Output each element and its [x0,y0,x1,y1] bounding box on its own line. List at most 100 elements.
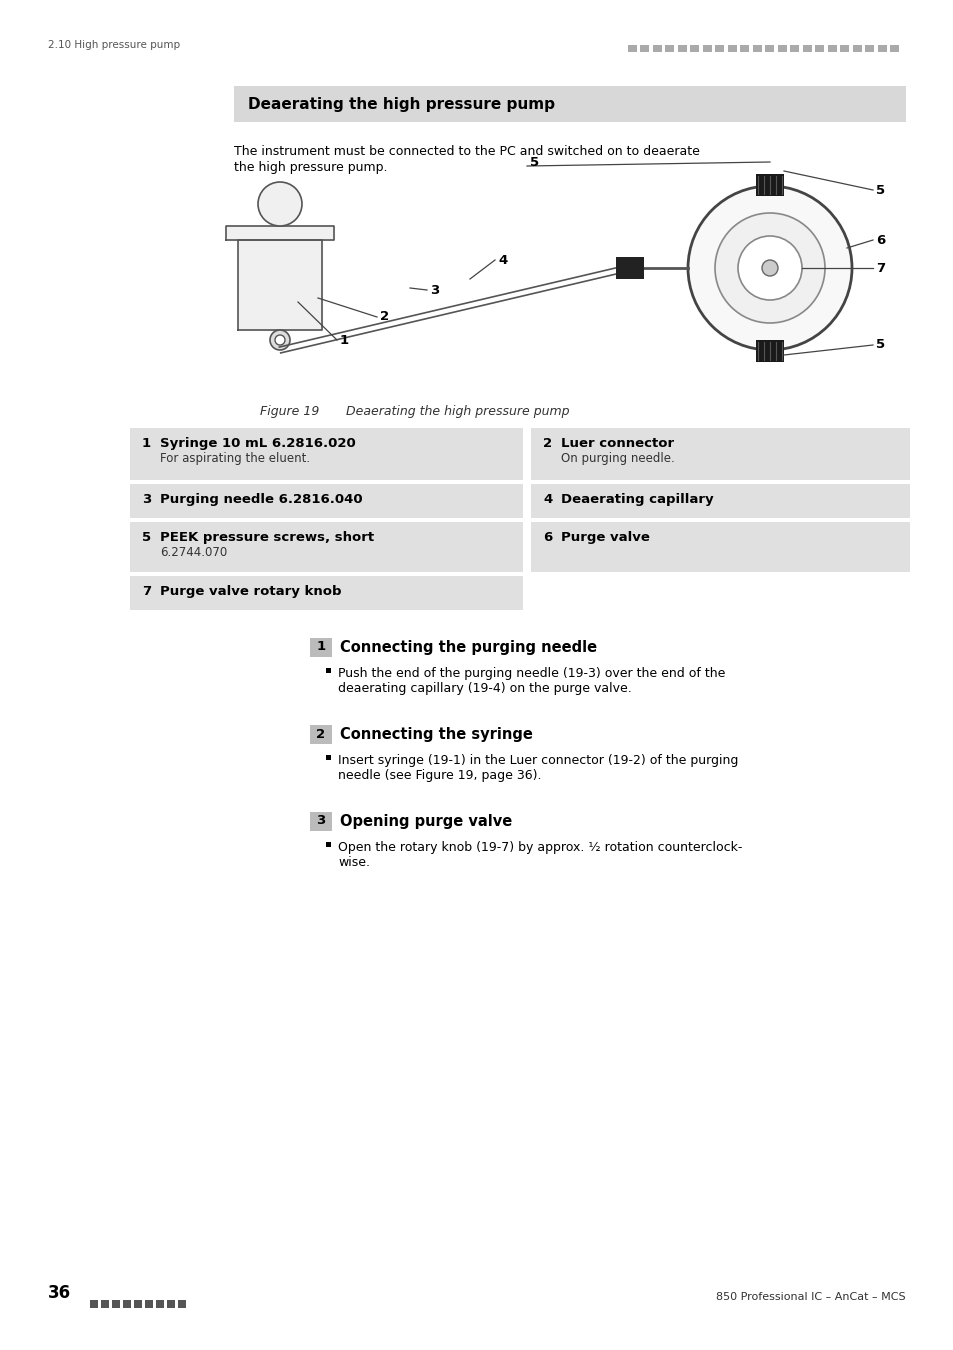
Bar [827,45,836,53]
Text: Purge valve: Purge valve [560,531,649,544]
Bar [652,45,661,53]
Bar [531,522,909,572]
Text: 4: 4 [497,254,507,266]
Bar [130,576,522,610]
Text: 4: 4 [542,493,552,506]
Bar [740,45,749,53]
Bar [852,45,862,53]
Bar [755,340,783,362]
Bar [130,522,522,572]
Bar [101,1300,109,1308]
Text: 3: 3 [142,493,152,506]
Text: 1: 1 [339,333,349,347]
Text: Connecting the purging needle: Connecting the purging needle [339,640,597,655]
Circle shape [687,186,851,350]
Bar [889,45,899,53]
Bar [112,1300,120,1308]
Text: For aspirating the eluent.: For aspirating the eluent. [160,452,310,464]
Text: Deaerating the high pressure pump: Deaerating the high pressure pump [248,96,555,112]
Polygon shape [237,240,322,329]
Bar [627,45,637,53]
Text: 7: 7 [142,585,151,598]
Bar [702,45,711,53]
Bar [877,45,886,53]
Circle shape [738,236,801,300]
Bar [310,725,332,744]
Text: 2.10 High pressure pump: 2.10 High pressure pump [48,40,180,50]
Bar [326,755,331,760]
Polygon shape [226,225,334,240]
Bar [727,45,737,53]
Text: 5: 5 [142,531,151,544]
Text: Insert syringe (19-1) in the Luer connector (19-2) of the purging: Insert syringe (19-1) in the Luer connec… [337,755,738,767]
Bar [145,1300,152,1308]
Bar [130,428,522,481]
Bar [715,45,723,53]
Bar [678,45,686,53]
Text: Connecting the syringe: Connecting the syringe [339,728,533,743]
Bar [864,45,874,53]
Bar [326,668,331,674]
Text: 6: 6 [875,234,884,247]
Text: 850 Professional IC – AnCat – MCS: 850 Professional IC – AnCat – MCS [716,1292,905,1301]
Text: Open the rotary knob (19-7) by approx. ½ rotation counterclock-: Open the rotary knob (19-7) by approx. ½… [337,841,741,855]
Bar [310,639,332,657]
Bar [90,1300,98,1308]
Bar [802,45,811,53]
Text: Purge valve rotary knob: Purge valve rotary knob [160,585,341,598]
Bar [133,1300,142,1308]
Text: 6.2744.070: 6.2744.070 [160,545,227,559]
Text: 2: 2 [316,728,325,741]
Circle shape [714,213,824,323]
Text: 5: 5 [875,339,884,351]
Bar [764,45,774,53]
Bar [815,45,823,53]
Circle shape [270,329,290,350]
Bar [130,485,522,518]
Text: Luer connector: Luer connector [560,437,674,450]
Text: 5: 5 [875,184,884,197]
Text: 3: 3 [316,814,325,828]
Bar [752,45,761,53]
Text: needle (see Figure 19, page 36).: needle (see Figure 19, page 36). [337,769,541,782]
Text: Push the end of the purging needle (19-3) over the end of the: Push the end of the purging needle (19-3… [337,667,724,680]
Bar [840,45,848,53]
Circle shape [257,182,302,225]
Bar [310,811,332,832]
Bar [531,428,909,481]
Bar [778,45,786,53]
Text: The instrument must be connected to the PC and switched on to deaerate: The instrument must be connected to the … [233,144,700,158]
Text: Purging needle 6.2816.040: Purging needle 6.2816.040 [160,493,362,506]
Text: Deaerating capillary: Deaerating capillary [560,493,713,506]
Text: 1: 1 [142,437,151,450]
Text: PEEK pressure screws, short: PEEK pressure screws, short [160,531,374,544]
Bar [616,256,643,279]
Bar [326,842,331,846]
Bar [233,86,905,122]
Bar [790,45,799,53]
Text: 1: 1 [316,640,325,653]
Circle shape [761,261,778,275]
Text: Deaerating the high pressure pump: Deaerating the high pressure pump [330,405,569,418]
Text: 6: 6 [542,531,552,544]
Text: 5: 5 [530,155,538,169]
Bar [690,45,699,53]
Bar [167,1300,174,1308]
Text: 3: 3 [430,284,438,297]
Text: 2: 2 [379,310,389,324]
Text: 36: 36 [48,1284,71,1301]
Bar [755,174,783,196]
Bar [531,485,909,518]
Text: On purging needle.: On purging needle. [560,452,674,464]
Bar [156,1300,164,1308]
Bar [665,45,674,53]
Bar [178,1300,186,1308]
Text: wise.: wise. [337,856,370,869]
Bar [123,1300,131,1308]
Text: Figure 19: Figure 19 [260,405,319,418]
Text: Opening purge valve: Opening purge valve [339,814,512,829]
Circle shape [274,335,285,346]
Bar [639,45,649,53]
Text: deaerating capillary (19-4) on the purge valve.: deaerating capillary (19-4) on the purge… [337,682,631,695]
Text: the high pressure pump.: the high pressure pump. [233,161,387,174]
